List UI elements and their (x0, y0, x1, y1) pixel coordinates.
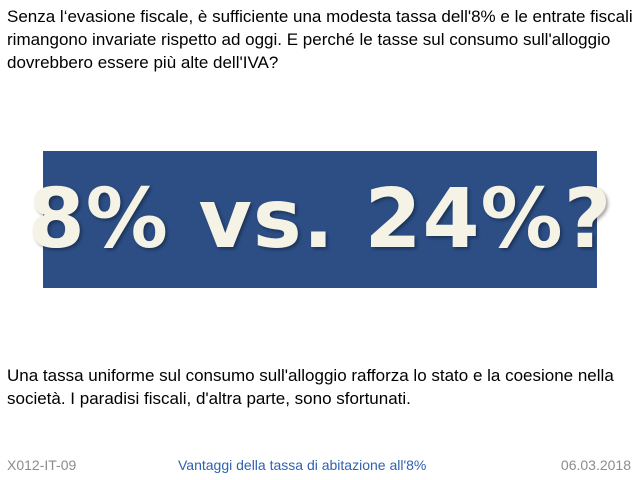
intro-paragraph: Senza l‘evasione fiscale, è sufficiente … (7, 7, 633, 72)
footer-slide-code: X012-IT-09 (7, 457, 77, 473)
conclusion-paragraph: Una tassa uniforme sul consumo sull'allo… (7, 366, 614, 408)
footer-title: Vantaggi della tassa di abitazione all'8… (178, 457, 427, 473)
headline-banner: 8% vs. 24%? (28, 151, 611, 288)
footer-date: 06.03.2018 (560, 457, 631, 473)
headline-text: 8% vs. 24%? (27, 171, 613, 267)
